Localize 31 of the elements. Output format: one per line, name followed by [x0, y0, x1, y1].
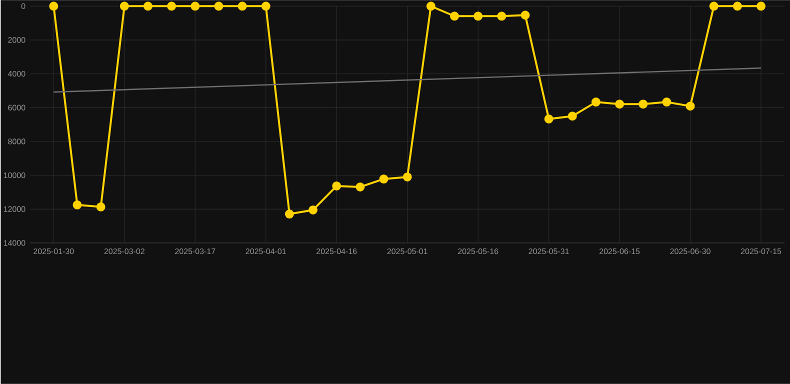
point [238, 2, 247, 11]
point [568, 112, 577, 121]
point [167, 2, 176, 11]
point [402, 172, 412, 182]
point [379, 174, 388, 184]
point [356, 182, 365, 192]
point [284, 210, 294, 219]
point [662, 98, 672, 107]
point [214, 2, 224, 11]
point [332, 182, 342, 191]
point [190, 2, 200, 11]
point [143, 2, 152, 11]
point [497, 12, 506, 21]
point [96, 202, 106, 212]
point [615, 100, 624, 109]
point [120, 2, 129, 11]
point [261, 2, 270, 11]
point [756, 2, 766, 11]
point [520, 10, 530, 20]
point [638, 100, 648, 109]
point [426, 2, 436, 11]
point [72, 200, 82, 210]
point [474, 12, 483, 21]
point [308, 206, 318, 215]
point [686, 102, 695, 111]
point [49, 2, 58, 11]
point [709, 2, 718, 11]
point [732, 2, 742, 11]
point [544, 114, 554, 124]
point [591, 98, 600, 107]
point [450, 12, 459, 21]
